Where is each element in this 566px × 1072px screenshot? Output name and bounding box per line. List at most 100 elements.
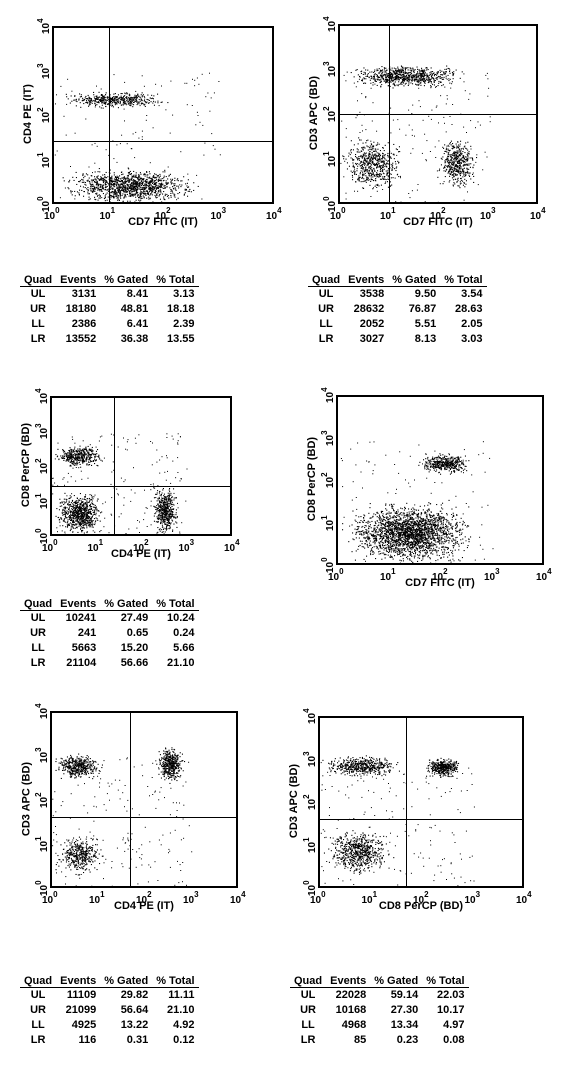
y-tick-label: 104 [36, 18, 52, 34]
gated-cell: 8.13 [414, 333, 437, 345]
y-tick-label: 100 [36, 196, 52, 212]
table-row: LL 4925 13.22 4.92 [20, 1018, 199, 1033]
total-cell: 21.10 [166, 657, 195, 669]
dot-cluster [320, 755, 473, 884]
dot-cluster [341, 441, 486, 563]
table-row: UR 21099 56.64 21.10 [20, 1003, 199, 1018]
gated-cell: 27.49 [120, 612, 149, 624]
column-header: % Gated [100, 598, 153, 611]
column-header: % Gated [100, 274, 153, 287]
table-row: UR 28632 76.87 28.63 [308, 302, 487, 317]
quadrant-gate-horizontal [52, 816, 236, 818]
quadrant-gate-vertical [108, 28, 110, 202]
dot-cluster [340, 441, 494, 562]
gated-cell: 59.14 [390, 989, 419, 1001]
events-cell: 116 [78, 1034, 97, 1046]
column-header: Quad [308, 274, 345, 287]
dot-layer [320, 755, 475, 886]
events-cell: 21104 [66, 657, 97, 669]
y-tick-label: 100 [322, 196, 338, 212]
events-cell: 10168 [335, 1004, 367, 1016]
table-row: LL 5663 15.20 5.66 [20, 641, 199, 656]
dot-layer [54, 72, 221, 202]
y-tick-label: 101 [302, 837, 318, 853]
events-cell: 3027 [359, 333, 385, 345]
quad-cell: LR [300, 1034, 316, 1046]
events-cell: 28632 [353, 303, 385, 315]
table-row: LR 116 0.31 0.12 [20, 1033, 199, 1048]
column-header: % Total [152, 975, 199, 988]
y-tick-label: 102 [320, 472, 336, 488]
x-tick-label: 102 [430, 206, 446, 222]
y-tick-label: 104 [320, 387, 336, 403]
quad-cell: LL [31, 642, 45, 654]
scatter-plot-4 [336, 395, 544, 565]
table-row: UR 10168 27.30 10.17 [290, 1003, 469, 1018]
gated-cell: 8.41 [126, 288, 149, 300]
table-row: UL 22028 59.14 22.03 [290, 988, 469, 1004]
column-header: % Gated [100, 975, 153, 988]
quad-cell: LL [319, 318, 333, 330]
total-cell: 10.24 [166, 612, 195, 624]
y-tick-label: 102 [302, 794, 318, 810]
x-tick-label: 104 [536, 567, 552, 583]
x-tick-label: 104 [230, 890, 246, 906]
gated-cell: 56.64 [120, 1004, 149, 1016]
total-cell: 22.03 [436, 989, 465, 1001]
total-cell: 0.12 [173, 1034, 195, 1046]
x-tick-label: 104 [530, 206, 546, 222]
gated-cell: 9.50 [414, 288, 437, 300]
scatter-plot-5 [50, 711, 238, 888]
y-tick-label: 101 [322, 151, 338, 167]
quadrant-gate-horizontal [52, 486, 230, 488]
scatter-plot-1 [52, 26, 274, 204]
y-tick-label: 101 [320, 514, 336, 531]
quadrant-gate-vertical [405, 718, 407, 886]
events-cell: 13552 [65, 333, 97, 345]
y-tick-label: 102 [36, 107, 52, 123]
x-tick-label: 100 [42, 538, 58, 554]
gated-cell: 0.65 [126, 627, 149, 639]
dot-cluster [320, 761, 475, 886]
quad-cell: LL [31, 318, 45, 330]
quadrant-stats-table: Quad Events% Gated% Total UL 22028 59.14 22.0… [290, 975, 469, 1048]
quadrant-stats-table: Quad Events% Gated% Total UL 3131 8.41 3.13 UR… [20, 274, 199, 347]
y-tick-label: 101 [36, 151, 52, 168]
quad-cell: UR [30, 1004, 46, 1016]
gated-cell: 29.82 [120, 989, 149, 1001]
y-tick-label: 104 [34, 388, 50, 404]
gated-cell: 0.31 [126, 1034, 149, 1046]
total-cell: 3.03 [461, 333, 483, 345]
quadrant-stats-table: Quad Events% Gated% Total UL 3538 9.50 3.54 UR… [308, 274, 487, 347]
x-tick-label: 102 [432, 567, 448, 583]
total-cell: 4.92 [173, 1019, 195, 1031]
gated-cell: 56.66 [120, 657, 149, 669]
events-cell: 4925 [71, 1019, 97, 1031]
quadrant-gate-horizontal [54, 141, 272, 143]
dot-cluster [52, 433, 188, 534]
table-row: LR 21104 56.66 21.10 [20, 656, 199, 671]
quad-cell: UL [30, 288, 46, 300]
quad-cell: LL [31, 1019, 45, 1031]
column-header: % Total [422, 975, 469, 988]
x-tick-label: 100 [330, 206, 346, 222]
gated-cell: 13.34 [390, 1019, 419, 1031]
x-tick-label: 104 [224, 538, 240, 554]
table-row: UL 3538 9.50 3.54 [308, 287, 487, 303]
dot-layer [52, 433, 188, 534]
y-tick-label: 100 [302, 880, 318, 896]
events-cell: 5663 [71, 642, 97, 654]
gated-cell: 0.23 [396, 1034, 419, 1046]
dot-layer [340, 441, 494, 563]
column-header: Events [56, 975, 101, 988]
x-tick-label: 103 [480, 206, 496, 222]
y-axis-label: CD4 PE (IT) [22, 84, 34, 144]
events-cell: 2386 [71, 318, 97, 330]
y-tick-label: 104 [322, 16, 338, 32]
x-tick-label: 101 [380, 206, 396, 222]
column-header: % Gated [370, 975, 423, 988]
quadrant-gate-vertical [114, 398, 116, 534]
total-cell: 10.17 [436, 1004, 465, 1016]
y-axis-label: CD8 PerCP (BD) [20, 422, 32, 508]
scatter-plot-3 [50, 396, 232, 536]
